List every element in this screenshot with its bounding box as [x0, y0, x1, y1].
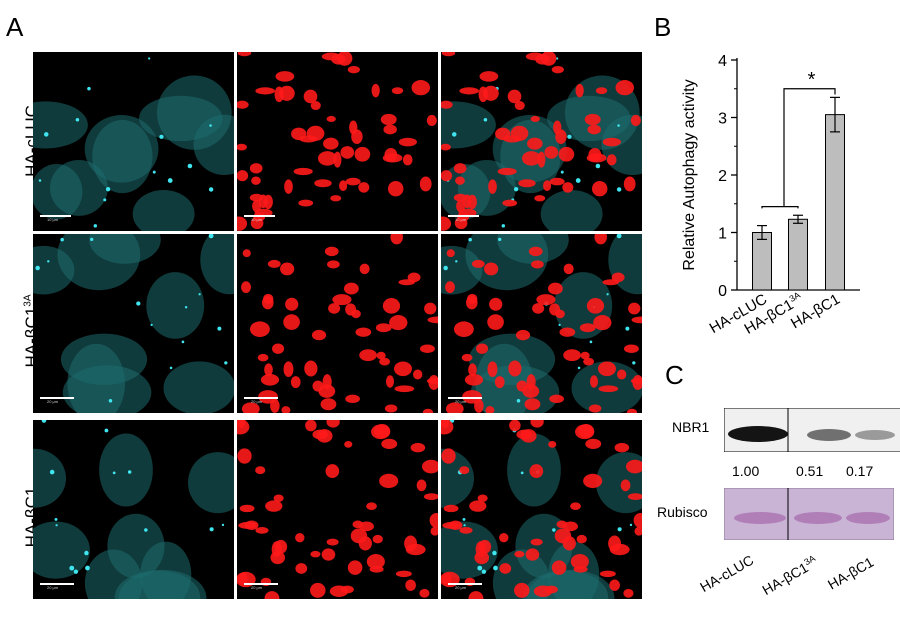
scale-bar-text: 10 μm — [455, 217, 467, 222]
y-tick-label: 3 — [718, 111, 727, 128]
nbr1-band-3 — [855, 430, 895, 440]
bar — [788, 218, 808, 291]
lane-label-1: HA-cLUC — [696, 551, 757, 596]
micrograph-cyan — [33, 234, 234, 413]
micrograph-cyan — [33, 420, 234, 599]
panel-label-b: B — [654, 12, 672, 42]
nbr1-band-1 — [728, 426, 788, 442]
scale-bar-text: 20 μm — [455, 399, 467, 404]
blot-label-nbr1: NBR1 — [672, 419, 710, 435]
rubisco-band-3 — [846, 512, 890, 524]
scale-bar — [40, 583, 74, 585]
rubisco-band-1 — [734, 512, 786, 524]
rubisco-blot — [724, 488, 894, 540]
scale-bar-text: 20 μm — [47, 585, 59, 590]
micrograph-merge — [441, 234, 642, 413]
significance-bracket — [783, 88, 836, 207]
scale-bar-text: 20 μm — [251, 585, 263, 590]
micrograph-red — [237, 52, 438, 231]
scale-bar — [40, 397, 74, 399]
scale-bar — [448, 397, 482, 399]
scale-bar — [448, 583, 482, 585]
micrograph-cyan — [33, 52, 234, 231]
significance-bracket — [761, 206, 799, 209]
quant-value-2: 0.51 — [796, 463, 824, 479]
scale-bar-text: 10 μm — [251, 217, 263, 222]
micrograph-red — [237, 234, 438, 413]
nbr1-band-2 — [807, 429, 851, 441]
blot-label-rubisco: Rubisco — [657, 504, 708, 520]
micrograph-red — [237, 420, 438, 599]
y-axis-label: Relative Autophagy activity — [681, 79, 698, 270]
scale-bar — [244, 215, 275, 217]
lane-label-2: HA-βC13A — [759, 553, 817, 599]
y-tick-label: 0 — [718, 283, 727, 300]
significance-star: * — [808, 69, 816, 91]
micrograph-merge — [441, 52, 642, 231]
scale-bar-text: 20 μm — [47, 399, 59, 404]
bar — [825, 114, 845, 291]
scale-bar-text: 10 μm — [47, 217, 59, 222]
bar — [752, 232, 772, 291]
panel-label-c: C — [665, 360, 684, 390]
y-tick-label: 4 — [718, 53, 727, 70]
scale-bar-text: 20 μm — [455, 585, 467, 590]
lane-label-3: HA-βC1 — [824, 553, 877, 593]
panel-label-a: A — [6, 12, 24, 42]
scale-bar-text: 20 μm — [251, 399, 263, 404]
bar-chart: Relative Autophagy activity 01234HA-cLUC… — [681, 53, 860, 338]
row-separator — [33, 232, 643, 234]
nbr1-blot — [724, 408, 900, 452]
scale-bar — [244, 397, 278, 399]
micrograph-merge — [441, 420, 642, 599]
row-separator — [33, 418, 643, 420]
y-tick-label: 2 — [718, 168, 727, 185]
quant-value-3: 0.17 — [846, 463, 874, 479]
scale-bar — [40, 215, 71, 217]
scale-bar — [448, 215, 479, 217]
rubisco-band-2 — [794, 512, 842, 524]
scale-bar — [244, 583, 278, 585]
quant-value-1: 1.00 — [732, 463, 760, 479]
y-tick-label: 1 — [718, 226, 727, 243]
